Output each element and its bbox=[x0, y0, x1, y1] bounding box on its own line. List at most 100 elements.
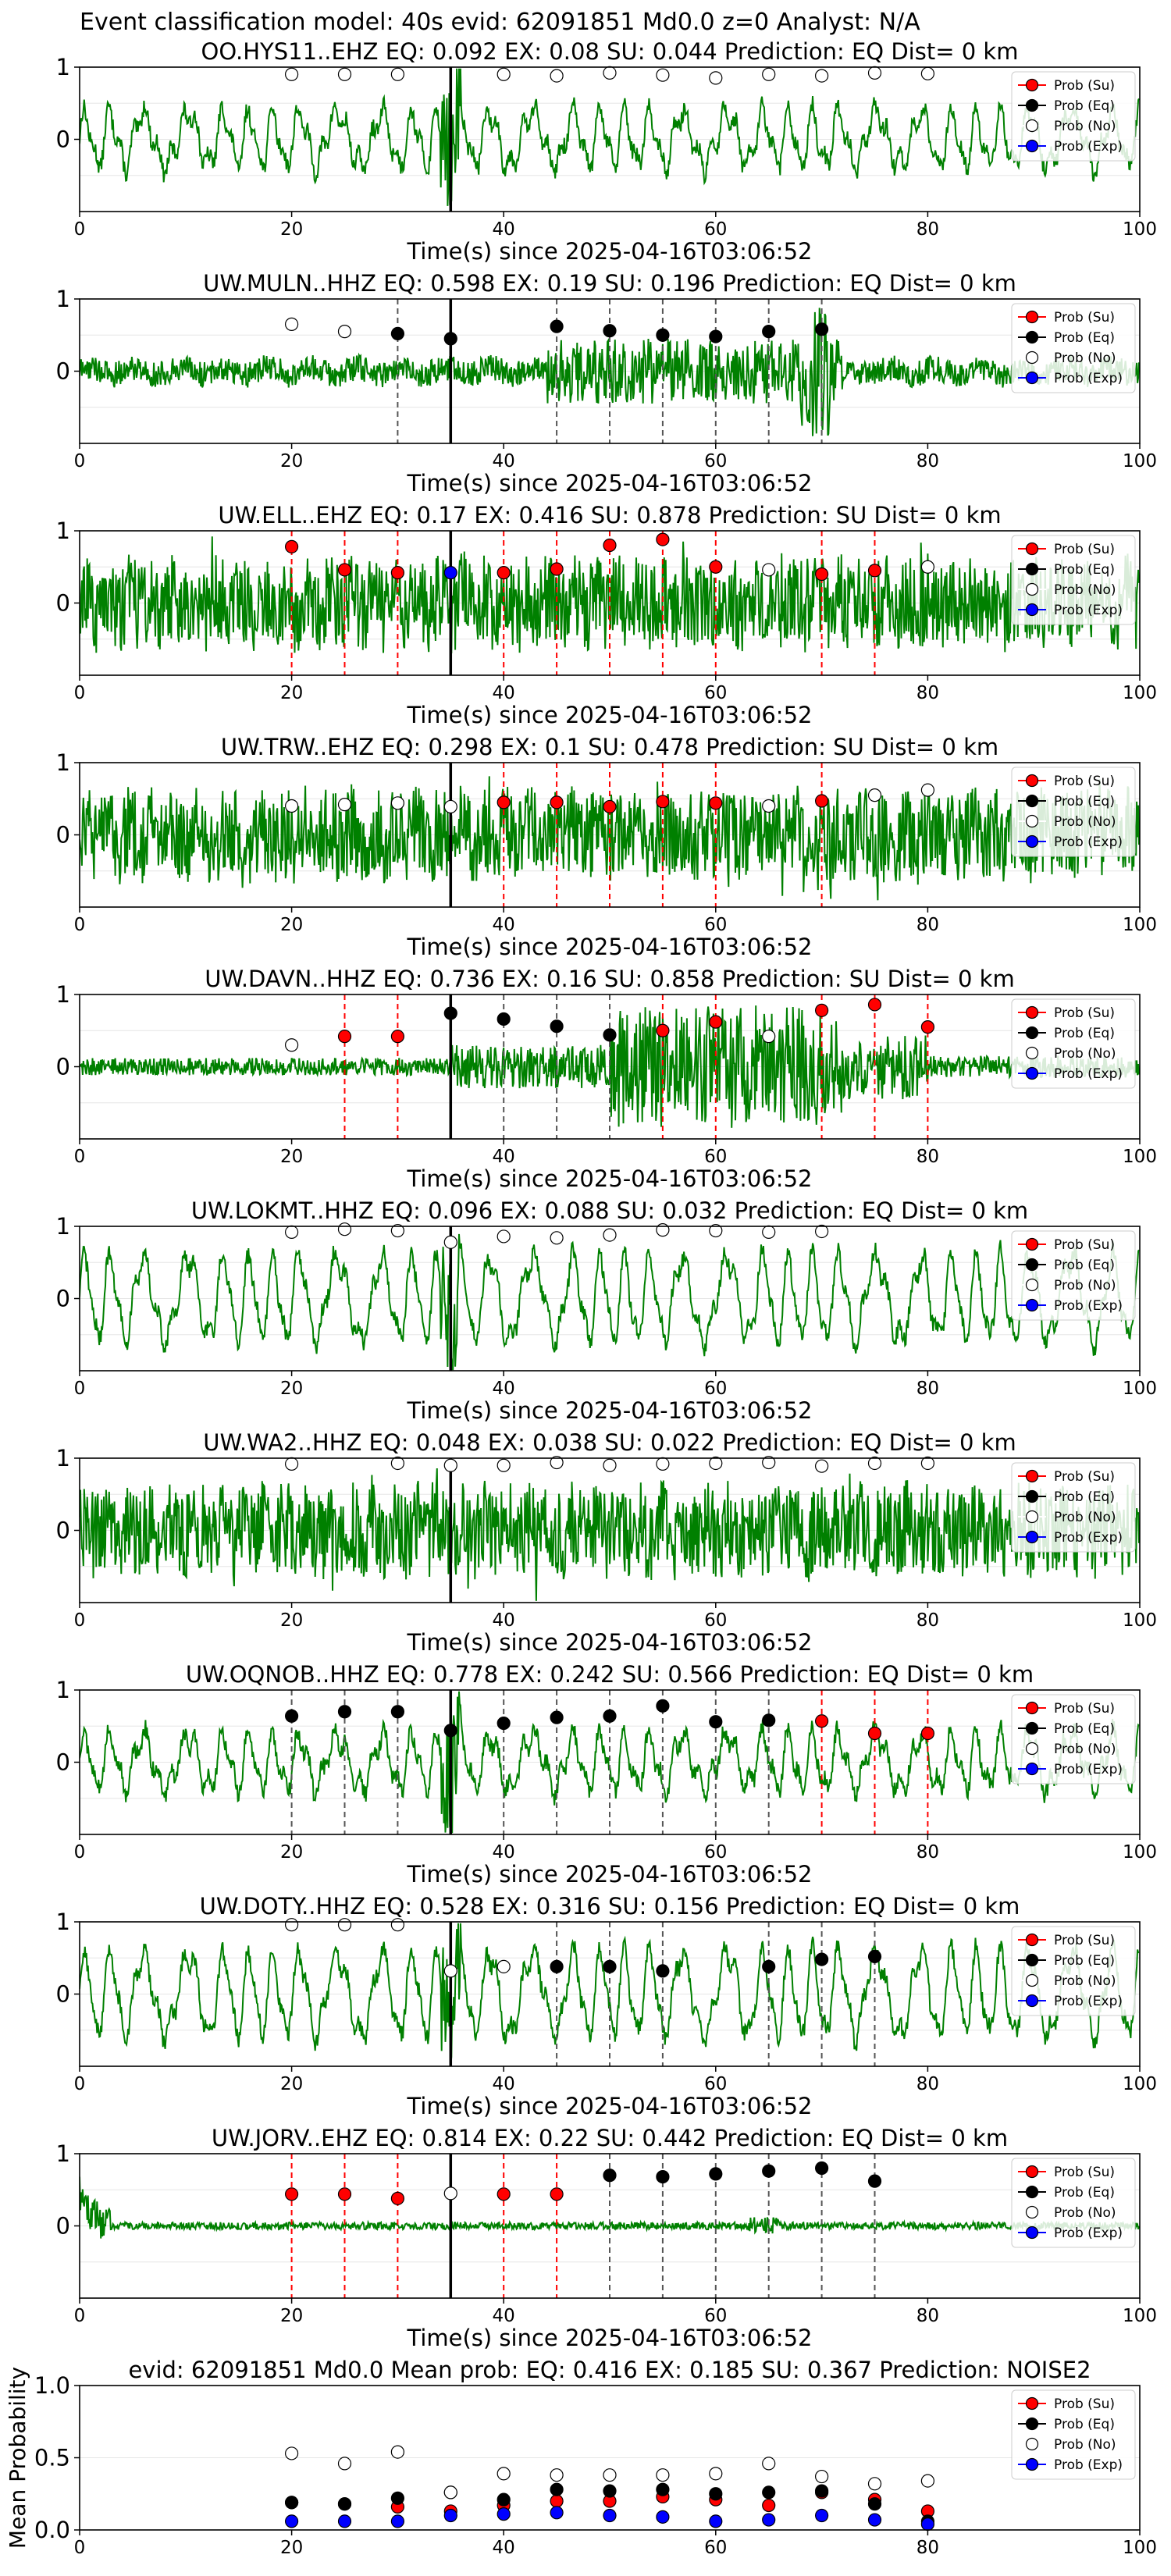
legend-marker-eq bbox=[1025, 1026, 1039, 1040]
panel-title: UW.TRW..EHZ EQ: 0.298 EX: 0.1 SU: 0.478 … bbox=[221, 734, 998, 760]
prob-marker-su bbox=[867, 1726, 882, 1741]
panel-title: UW.LOKMT..HHZ EQ: 0.096 EX: 0.088 SU: 0.… bbox=[191, 1197, 1028, 1224]
legend-marker-exp bbox=[1025, 1066, 1039, 1080]
prob-marker-no bbox=[497, 1959, 511, 1973]
prob-marker-eq bbox=[550, 1019, 564, 1034]
mean-prob-marker-eq bbox=[497, 2492, 511, 2507]
prob-marker-eq bbox=[814, 2161, 829, 2176]
legend-marker-su bbox=[1025, 2396, 1039, 2411]
prob-marker-eq bbox=[443, 1006, 457, 1020]
x-tick-label: 0 bbox=[74, 451, 86, 471]
legend-marker-no bbox=[1025, 1278, 1039, 1292]
x-tick-label: 80 bbox=[917, 915, 939, 935]
figure-suptitle: Event classification model: 40s evid: 62… bbox=[80, 9, 920, 36]
prob-marker-eq bbox=[814, 322, 829, 336]
x-tick-label: 60 bbox=[704, 219, 727, 240]
legend-label: Prob (No) bbox=[1054, 1510, 1116, 1525]
x-tick-label: 100 bbox=[1123, 219, 1157, 240]
x-tick-label: 40 bbox=[493, 1379, 515, 1399]
prob-marker-no bbox=[390, 1456, 404, 1471]
legend-marker-no bbox=[1025, 582, 1039, 596]
x-tick-label: 40 bbox=[493, 1147, 515, 1167]
legend-label: Prob (No) bbox=[1054, 1046, 1116, 1062]
legend-label: Prob (No) bbox=[1054, 1742, 1116, 1757]
prob-marker-eq bbox=[550, 1959, 564, 1973]
legend-label: Prob (Su) bbox=[1054, 1237, 1115, 1253]
x-tick-label: 40 bbox=[493, 915, 515, 935]
prob-marker-no bbox=[337, 798, 352, 812]
prob-marker-eq bbox=[285, 1709, 299, 1723]
legend-label: Prob (No) bbox=[1054, 350, 1116, 366]
prob-marker-su bbox=[390, 566, 404, 580]
y-tick-label: 1 bbox=[56, 2140, 70, 2167]
x-tick-label: 100 bbox=[1123, 683, 1157, 703]
prob-marker-su bbox=[497, 2187, 511, 2201]
legend-label: Prob (Exp) bbox=[1054, 1530, 1123, 1546]
legend-box bbox=[1011, 1462, 1136, 1553]
y-tick-label: 1 bbox=[56, 1213, 70, 1240]
mean-prob-marker-eq bbox=[709, 2487, 723, 2501]
x-tick-label: 40 bbox=[493, 2538, 515, 2558]
x-tick-label: 60 bbox=[704, 683, 727, 703]
prob-marker-no bbox=[920, 1456, 935, 1471]
panels: OO.HYS11..EHZ EQ: 0.092 EX: 0.08 SU: 0.0… bbox=[5, 38, 1157, 2558]
legend-marker-su bbox=[1025, 1933, 1039, 1947]
mean-prob-marker-no bbox=[603, 2468, 617, 2482]
prob-marker-eq bbox=[603, 1028, 617, 1042]
prob-marker-eq bbox=[390, 1705, 404, 1719]
y-tick-label: 0 bbox=[56, 822, 70, 849]
x-tick-label: 80 bbox=[917, 683, 939, 703]
legend-marker-no bbox=[1025, 350, 1039, 365]
prob-marker-su bbox=[656, 795, 670, 809]
x-tick-label: 100 bbox=[1123, 2306, 1157, 2326]
prob-marker-su bbox=[550, 562, 564, 576]
legend-box bbox=[1011, 2389, 1136, 2480]
prob-marker-no bbox=[762, 1455, 776, 1470]
x-tick-label: 100 bbox=[1123, 1379, 1157, 1399]
prob-marker-su bbox=[814, 567, 829, 582]
y-tick-label: 1 bbox=[56, 286, 70, 312]
panel-title: UW.WA2..HHZ EQ: 0.048 EX: 0.038 SU: 0.02… bbox=[203, 1429, 1016, 1456]
prob-marker-no bbox=[497, 67, 511, 81]
legend-marker-exp bbox=[1025, 371, 1039, 385]
y-tick-label: 1 bbox=[56, 518, 70, 544]
prob-marker-no bbox=[497, 1458, 511, 1472]
prob-marker-su bbox=[550, 795, 564, 809]
legend-marker-exp bbox=[1025, 2457, 1039, 2471]
legend-label: Prob (No) bbox=[1054, 582, 1116, 598]
prob-marker-su bbox=[497, 566, 511, 580]
x-tick-label: 20 bbox=[280, 451, 303, 471]
panel-title: UW.ELL..EHZ EQ: 0.17 EX: 0.416 SU: 0.878… bbox=[218, 502, 1001, 528]
y-tick-label: 0 bbox=[56, 1286, 70, 1312]
x-tick-label: 0 bbox=[74, 2074, 86, 2094]
legend: Prob (Su) Prob (Eq) Prob (No) Prob (Exp) bbox=[1011, 1462, 1136, 1553]
legend-marker-no bbox=[1025, 1742, 1039, 1756]
prob-marker-no bbox=[762, 1030, 776, 1044]
prob-marker-no bbox=[550, 69, 564, 83]
panel-8: UW.OQNOB..HHZ EQ: 0.778 EX: 0.242 SU: 0.… bbox=[56, 1661, 1157, 1888]
prob-marker-eq bbox=[656, 328, 670, 342]
prob-marker-no bbox=[814, 1459, 829, 1473]
prob-marker-eq bbox=[867, 1949, 882, 1963]
x-tick-label: 40 bbox=[493, 219, 515, 240]
y-tick-label: 1 bbox=[56, 981, 70, 1008]
x-tick-label: 60 bbox=[704, 2306, 727, 2326]
mean-prob-marker-eq bbox=[656, 2482, 670, 2496]
legend-marker-exp bbox=[1025, 1530, 1039, 1544]
legend-label: Prob (No) bbox=[1054, 1973, 1116, 1989]
prob-marker-no bbox=[920, 66, 935, 80]
waveform-trace bbox=[80, 1468, 1140, 1601]
x-tick-label: 80 bbox=[917, 1842, 939, 1863]
legend-marker-eq bbox=[1025, 330, 1039, 344]
prob-marker-no bbox=[337, 325, 352, 339]
mean-prob-marker-no bbox=[814, 2469, 829, 2484]
mean-prob-marker-eq bbox=[603, 2484, 617, 2498]
prob-marker-no bbox=[390, 1918, 404, 1932]
x-tick-label: 20 bbox=[280, 2074, 303, 2094]
legend-label: Prob (No) bbox=[1054, 2437, 1116, 2453]
x-axis-label: Time(s) since 2025-04-16T03:06:52 bbox=[407, 702, 813, 728]
legend-label: Prob (Su) bbox=[1054, 1005, 1115, 1021]
prob-marker-eq bbox=[337, 1705, 352, 1719]
legend-marker-su bbox=[1025, 1469, 1039, 1483]
legend-label: Prob (Exp) bbox=[1054, 1994, 1123, 2009]
